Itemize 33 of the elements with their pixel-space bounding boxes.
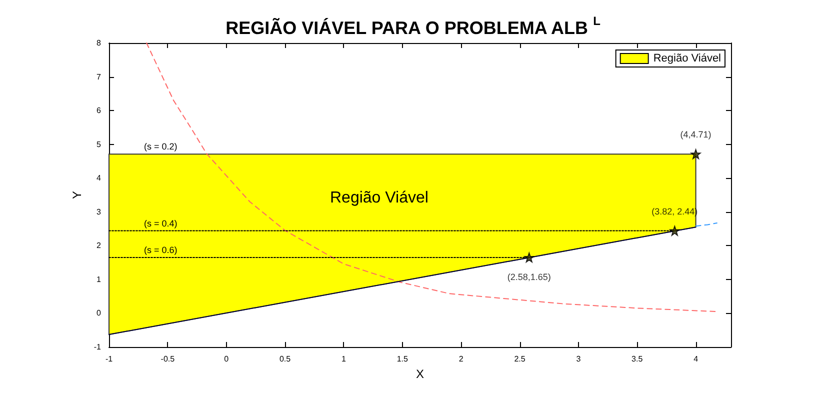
- x-tick-label: 3.5: [632, 354, 644, 364]
- y-tick-label: 6: [96, 106, 102, 116]
- x-tick-label: -0.5: [160, 354, 176, 364]
- annotation: Região Viável: [330, 190, 428, 206]
- y-tick-label: 7: [96, 72, 102, 82]
- point: [690, 149, 701, 160]
- x-axis-title: X: [416, 366, 424, 381]
- annotation: (s = 0.4): [144, 218, 178, 228]
- y-axis-title: Y: [70, 190, 84, 200]
- y-tick-label: 4: [96, 174, 102, 183]
- legend-label: Região Viável: [653, 52, 722, 64]
- y-tick-label: 8: [96, 38, 102, 48]
- annotation: (s = 0.6): [144, 244, 178, 255]
- annotation: (s = 0.2): [144, 142, 178, 152]
- x-tick-label: 3: [576, 354, 582, 364]
- y-tick-label: 2: [96, 241, 102, 250]
- y-tick-label: 3: [96, 207, 102, 216]
- data-label: (4,4.71): [680, 130, 712, 140]
- point: [670, 226, 680, 236]
- y-tick-label: 0: [96, 308, 102, 318]
- x-tick-label: 4: [694, 354, 699, 364]
- x-tick-label: 2: [458, 354, 464, 364]
- y-tick-label: 5: [96, 140, 102, 149]
- x-tick-label: -1: [105, 354, 114, 364]
- y-tick-label: 1: [96, 274, 102, 284]
- x-tick-label: 0.5: [279, 354, 292, 364]
- x-tick-label: 1: [341, 354, 346, 364]
- point: [524, 252, 534, 262]
- data-label: (2.58,1.65): [507, 272, 551, 282]
- x-tick-label: 2.5: [514, 354, 526, 364]
- x-tick-label: 1.5: [396, 354, 409, 364]
- y-tick-label: -1: [94, 342, 102, 352]
- x-tick-label: 0: [224, 354, 230, 364]
